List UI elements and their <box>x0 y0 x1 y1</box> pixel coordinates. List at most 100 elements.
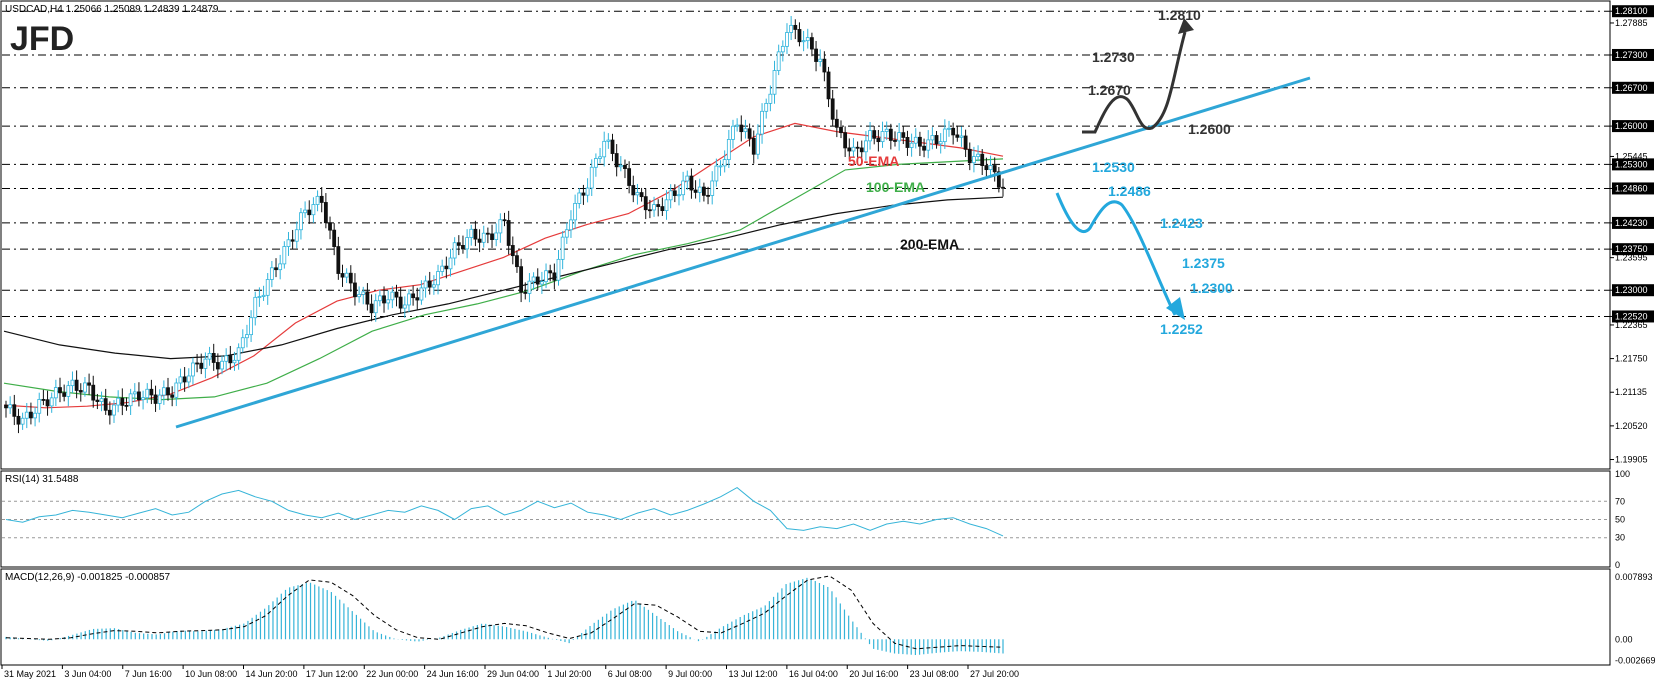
price-scale-label: 1.28100 <box>1615 6 1648 16</box>
symbol-info: USDCAD,H4 1.25066 1.25089 1.24839 1.2487… <box>5 4 219 15</box>
bear-candle <box>369 303 374 314</box>
bull-candle <box>269 267 274 280</box>
bear-candle <box>967 148 972 164</box>
bull-candle <box>207 352 212 360</box>
bear-candle <box>228 355 233 364</box>
bull-candle <box>128 393 133 407</box>
bear-candle <box>639 192 644 198</box>
bear-candle <box>170 394 175 398</box>
bear-candle <box>485 232 490 235</box>
bear-candle <box>922 145 926 151</box>
price-scale-label: 1.24860 <box>1615 183 1648 193</box>
bear-candle <box>872 130 877 139</box>
bear-candle <box>12 404 17 417</box>
bear-candle <box>510 245 515 257</box>
price-scale-box <box>1612 243 1654 256</box>
bull-candle <box>261 294 266 297</box>
price-scale-box <box>1612 284 1654 297</box>
bear-candle <box>1001 186 1005 189</box>
price-scale-label: 1.27300 <box>1615 50 1648 60</box>
bull-candle <box>805 37 810 42</box>
bull-candle <box>801 40 806 43</box>
time-axis-label: 10 Jun 08:00 <box>185 669 237 679</box>
macd-scale-label: 0.00 <box>1615 634 1633 644</box>
time-axis-label: 31 May 2021 <box>4 669 56 679</box>
bull-candle <box>465 237 470 250</box>
price-scale-box <box>1612 310 1654 323</box>
bear-candle <box>340 273 345 278</box>
bear-candle <box>348 272 353 284</box>
level-label-12530: 1.2530 <box>1092 159 1135 175</box>
rsi-title: RSI(14) 31.5488 <box>5 474 79 485</box>
bear-candle <box>797 29 802 43</box>
macd-scale-label: -0.002669 <box>1615 655 1655 665</box>
bull-candle <box>24 411 29 419</box>
bull-candle <box>311 204 316 216</box>
bear-candle <box>502 219 507 222</box>
price-scale-label: 1.21750 <box>1615 354 1648 364</box>
bull-candle <box>573 203 578 221</box>
bear-candle <box>91 384 96 401</box>
bull-candle <box>544 270 548 283</box>
time-axis-label: 3 Jun 04:00 <box>64 669 111 679</box>
bull-candle <box>652 204 656 211</box>
level-label-12670: 1.2670 <box>1088 82 1131 98</box>
bull-candle <box>70 379 75 387</box>
bull-candle <box>577 192 582 204</box>
price-scale-label: 1.19905 <box>1615 455 1648 465</box>
bear-candle <box>830 98 835 120</box>
bull-candle <box>560 236 565 260</box>
bear-candle <box>427 280 432 288</box>
price-scale-label: 1.26000 <box>1615 121 1648 131</box>
bear-candle <box>834 118 839 128</box>
bull-candle <box>83 382 87 393</box>
time-axis-label: 9 Jul 00:00 <box>668 669 712 679</box>
rsi-scale-label: 70 <box>1615 496 1625 506</box>
ema50-label: 50-EMA <box>848 153 899 169</box>
bear-candle <box>328 222 332 231</box>
bull-candle <box>20 417 25 425</box>
bear-candle <box>290 239 295 242</box>
macd-signal-line <box>5 575 1004 650</box>
time-axis-label: 23 Jul 08:00 <box>910 669 959 679</box>
bull-candle <box>49 397 54 407</box>
bear-candle <box>137 391 141 401</box>
bear-candle <box>693 189 698 193</box>
bear-candle <box>996 171 1001 188</box>
candles <box>4 15 1005 434</box>
trendline-layer <box>175 76 1311 429</box>
bear-candle <box>934 135 939 145</box>
bull-candle <box>531 276 536 282</box>
bear-candle <box>78 390 83 393</box>
bear-candle <box>893 140 897 142</box>
level-label-12810: 1.2810 <box>1158 7 1201 23</box>
bear-candle <box>793 24 798 30</box>
bear-candle <box>87 382 91 386</box>
bear-candle <box>888 128 893 141</box>
bear-candle <box>855 146 860 149</box>
bear-candle <box>519 266 524 293</box>
bull-candle <box>132 391 137 395</box>
bull-candle <box>423 280 428 289</box>
bear-candle <box>182 376 187 383</box>
bull-candle <box>635 192 640 196</box>
bull-candle <box>909 142 914 148</box>
time-axis-label: 17 Jun 12:00 <box>306 669 358 679</box>
level-label-12730: 1.2730 <box>1092 49 1135 65</box>
bull-candle <box>743 128 748 133</box>
bear-candle <box>74 379 79 391</box>
level-label-12375: 1.2375 <box>1182 255 1225 271</box>
bull-candle <box>220 360 224 370</box>
bull-candle <box>868 130 872 142</box>
bull-candle <box>947 127 951 130</box>
bear-candle <box>822 58 827 73</box>
bear-candle <box>859 147 864 153</box>
bull-candle <box>942 128 947 143</box>
bear-candle <box>332 229 337 247</box>
bear-candle <box>963 135 968 150</box>
bull-candle <box>249 317 253 336</box>
bull-candle <box>315 195 320 205</box>
bull-candle <box>265 279 270 296</box>
bear-candle <box>103 398 108 411</box>
